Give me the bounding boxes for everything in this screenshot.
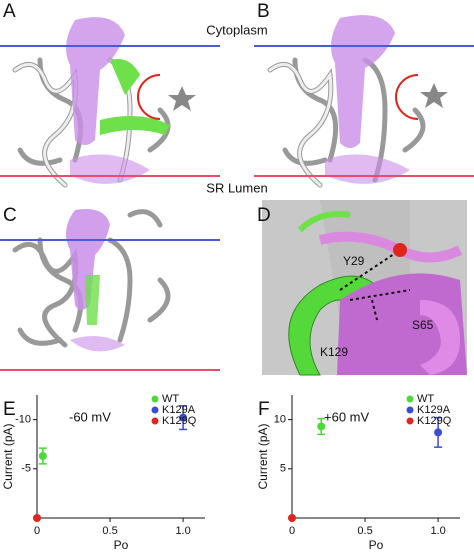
point [38,452,47,461]
y-tick-label: -5 [21,463,31,475]
panel-letter: D [257,205,271,226]
x-tick-label: 0 [34,525,40,537]
legend-swatch [151,417,159,425]
point [33,514,41,522]
legend-label: K129Q [417,415,452,427]
x-tick-label: 0.5 [102,525,117,537]
panel-letter: E [3,399,16,420]
legend-swatch [406,395,414,403]
panel-letter: A [3,1,16,22]
legend-label: WT [162,393,179,405]
membrane-label: SR Lumen [206,180,267,195]
x-tick-label: 0 [289,525,295,537]
x-tick-label: 0.5 [357,525,372,537]
x-tick-label: 1.0 [430,525,445,537]
point [317,422,326,431]
structure-c [12,209,171,352]
point [288,514,296,522]
point [179,413,188,422]
x-tick-label: 1.0 [175,525,190,537]
panel-letter: F [258,399,270,420]
structure-d [262,200,467,376]
point [434,428,443,437]
legend-swatch [151,406,159,414]
residue-label: Y29 [343,254,365,268]
legend-label: WT [417,393,434,405]
membrane-label: Cytoplasm [206,22,267,37]
legend-swatch [406,406,414,414]
structure-a [12,17,196,188]
x-axis-label: Po [114,538,129,552]
annotation: +60 mV [324,409,369,424]
panel-letter: C [3,205,17,226]
y-tick-label: 10 [274,414,286,426]
y-tick-label: 5 [280,463,286,475]
legend-label: K129A [162,404,196,416]
legend-swatch [406,417,414,425]
structure-b [267,15,448,188]
y-tick-label: -10 [15,414,31,426]
y-axis-label: Current (pA) [256,423,270,489]
residue-label: S65 [412,318,434,332]
annotation: -60 mV [69,409,111,424]
legend-label: K129A [417,404,451,416]
y-axis-label: Current (pA) [1,423,15,489]
legend-swatch [151,395,159,403]
x-axis-label: Po [369,538,384,552]
panel-letter: B [257,1,270,22]
residue-label: K129 [320,345,348,359]
legend-label: K129Q [162,415,197,427]
